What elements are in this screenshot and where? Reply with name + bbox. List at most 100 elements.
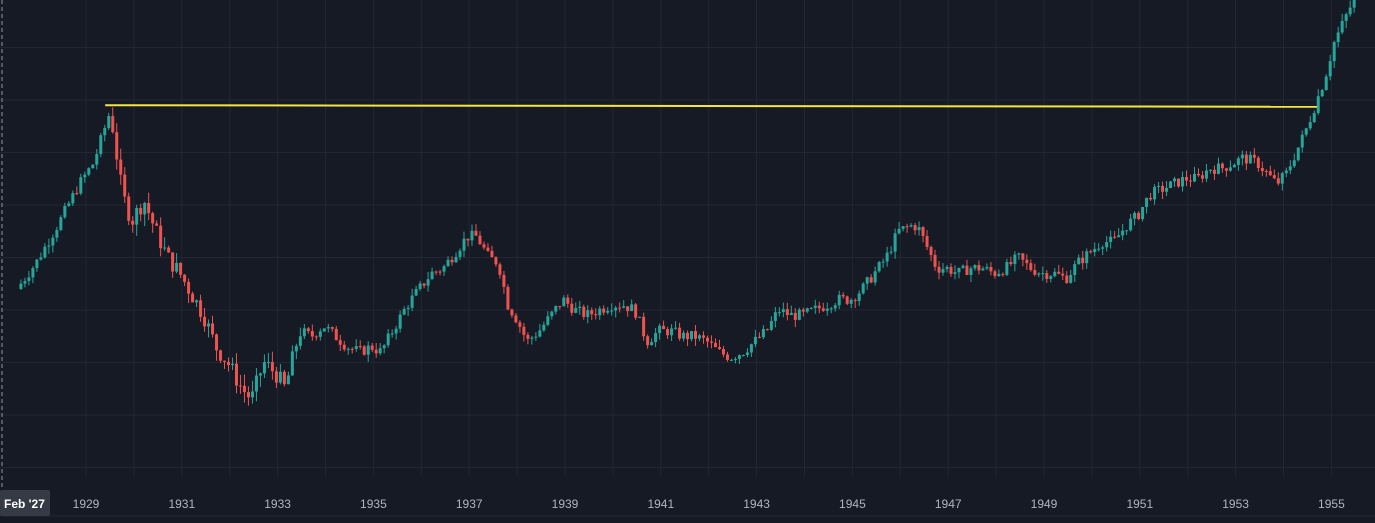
candle-body (498, 264, 502, 275)
candle-body (670, 328, 674, 336)
candle-body (1009, 261, 1013, 265)
candle-body (694, 331, 698, 339)
time-axis: 1929 1931 1933 1935 1937 1939 1941 1943 1945 1947… (0, 497, 1375, 517)
candle-body (530, 337, 534, 339)
candle-body (706, 337, 710, 342)
candle-body (1053, 271, 1057, 277)
candle-body (462, 238, 466, 251)
candle-body (246, 392, 250, 398)
candle-body (422, 283, 426, 286)
candle-body (95, 154, 99, 165)
candle-body (426, 279, 430, 286)
candle-body (566, 297, 570, 304)
candle-body (554, 305, 558, 312)
x-tick-label: 1943 (743, 497, 770, 511)
candle-body (538, 330, 542, 337)
candle-body (542, 324, 546, 331)
candle-body (203, 316, 207, 327)
candle-body (135, 207, 139, 225)
candle-body (590, 310, 594, 315)
candle-body (486, 247, 490, 251)
candle-body (19, 283, 23, 289)
candle-body (1161, 185, 1165, 192)
candle-body (1196, 173, 1200, 176)
candle-body (482, 244, 486, 248)
candle-body (318, 331, 322, 337)
candle-body (1292, 160, 1296, 167)
candle-body (362, 346, 366, 355)
candle-body (737, 355, 741, 359)
candle-body (438, 271, 442, 273)
candle-body (139, 207, 143, 215)
candle-body (849, 299, 853, 304)
candle-body (785, 309, 789, 316)
candle-body (1304, 128, 1308, 135)
candle-body (630, 304, 634, 312)
candle-body (55, 229, 59, 238)
candle-body (322, 328, 326, 332)
candle-body (961, 265, 965, 268)
candle-body (829, 308, 833, 310)
candle-body (242, 385, 246, 393)
candle-body (1284, 170, 1288, 174)
candle-body (805, 308, 809, 312)
candle-body (646, 336, 650, 346)
candle-body (753, 336, 757, 345)
candle-body (1336, 32, 1340, 43)
candle-body (969, 268, 973, 275)
candle-body (821, 308, 825, 311)
candle-body (869, 277, 873, 283)
candle-body (83, 174, 87, 178)
x-tick-label: 1949 (1031, 497, 1058, 511)
candle-body (354, 346, 358, 349)
x-tick-label: 1939 (552, 497, 579, 511)
candle-body (502, 274, 506, 287)
candle-body (1188, 180, 1192, 182)
candle-body (865, 277, 869, 284)
candle-body (219, 350, 223, 361)
candle-body (1101, 247, 1105, 249)
candle-body (610, 310, 614, 312)
candle-body (1173, 178, 1177, 182)
horizontal-line[interactable] (105, 104, 1318, 108)
candle-body (674, 327, 678, 329)
candle-body (582, 306, 586, 317)
candle-body (1320, 90, 1324, 97)
candle-body (606, 310, 610, 313)
candle-body (59, 217, 63, 230)
candle-body (897, 228, 901, 234)
candle-body (262, 362, 266, 374)
candle-body (342, 344, 346, 350)
candle-body (825, 308, 829, 311)
candles (19, 0, 1356, 406)
candle-body (123, 174, 127, 197)
candle-body (75, 193, 79, 195)
candle-body (131, 220, 135, 225)
candle-body (1089, 251, 1093, 253)
x-tick-label: 1941 (647, 497, 674, 511)
candle-body (390, 333, 394, 335)
x-tick-label: 1931 (168, 497, 195, 511)
candle-body (510, 309, 514, 316)
candle-body (1109, 236, 1113, 243)
candle-body (698, 335, 702, 339)
candle-body (230, 363, 234, 366)
candle-body (378, 348, 382, 354)
candle-body (550, 311, 554, 317)
candle-body (35, 259, 39, 269)
candle-body (1344, 14, 1348, 21)
candle-body (199, 300, 203, 317)
candle-body (1300, 134, 1304, 148)
candle-body (1328, 61, 1332, 77)
candle-body (622, 306, 626, 308)
candle-body (278, 371, 282, 383)
candle-body (921, 227, 925, 237)
candle-body (913, 225, 917, 231)
candle-body (757, 336, 761, 338)
candle-body (1157, 185, 1161, 187)
candle-body (686, 332, 690, 340)
candle-body (215, 334, 219, 351)
candle-body (91, 164, 95, 169)
